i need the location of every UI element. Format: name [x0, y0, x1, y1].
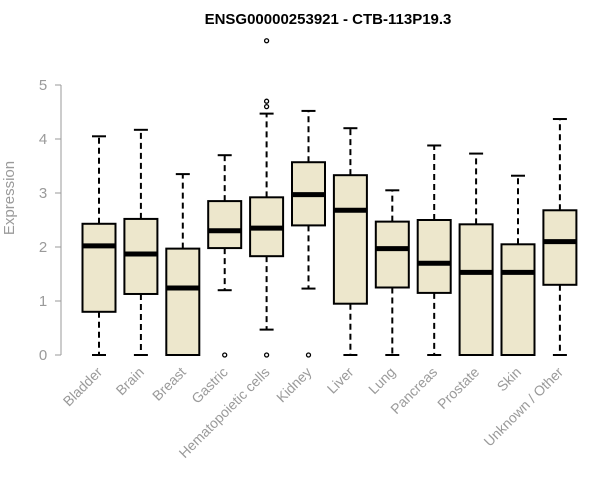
box-unknown-other	[542, 118, 578, 356]
y-axis-label: Expression	[1, 161, 18, 235]
outlier-point	[263, 98, 270, 104]
y-tick-label: 5	[39, 77, 47, 94]
outlier-point	[263, 103, 270, 110]
box-kidney	[291, 109, 326, 358]
x-tick-label: Pancreas	[387, 364, 440, 417]
box-rect	[500, 243, 536, 356]
y-tick-label: 4	[39, 131, 47, 148]
box-skin	[500, 174, 536, 356]
box-pancreas	[416, 144, 452, 356]
outlier-point	[222, 352, 228, 358]
box-lung	[374, 189, 410, 356]
outlier-point	[263, 352, 270, 358]
outlier-point	[263, 38, 270, 44]
box-gastric	[207, 154, 243, 358]
x-tick-label: Brain	[113, 364, 147, 398]
x-tick-label: Kidney	[273, 364, 315, 406]
box-rect	[165, 247, 201, 356]
box-rect	[416, 219, 452, 294]
x-tick-label: Bladder	[60, 364, 106, 410]
box-rect	[81, 222, 117, 313]
box-brain	[123, 128, 159, 356]
box-rect	[374, 220, 410, 289]
box-rect	[542, 209, 578, 286]
y-tick-label: 3	[39, 185, 47, 202]
boxes	[81, 38, 578, 358]
box-hematopoietic-cells	[249, 38, 285, 358]
box-bladder	[81, 135, 117, 356]
box-rect	[458, 223, 494, 356]
chart-title: ENSG00000253921 - CTB-113P19.3	[205, 11, 452, 28]
y-tick-label: 0	[39, 347, 47, 364]
box-breast	[165, 173, 201, 356]
y-tick-label: 1	[39, 293, 47, 310]
box-prostate	[458, 152, 494, 356]
x-tick-label: Liver	[324, 364, 357, 397]
box-rect	[332, 174, 368, 305]
box-rect	[207, 200, 243, 250]
outlier-point	[305, 352, 312, 358]
x-tick-label: Breast	[149, 364, 189, 404]
x-tick-label: Prostate	[434, 364, 482, 412]
x-tick-label: Lung	[365, 364, 398, 397]
box-liver	[332, 127, 368, 356]
y-axis: 0 1 2 3 4 5	[39, 77, 62, 364]
x-tick-label: Unknown / Other	[480, 364, 566, 450]
y-tick-label: 2	[39, 239, 47, 256]
x-tick-label: Skin	[494, 364, 525, 395]
